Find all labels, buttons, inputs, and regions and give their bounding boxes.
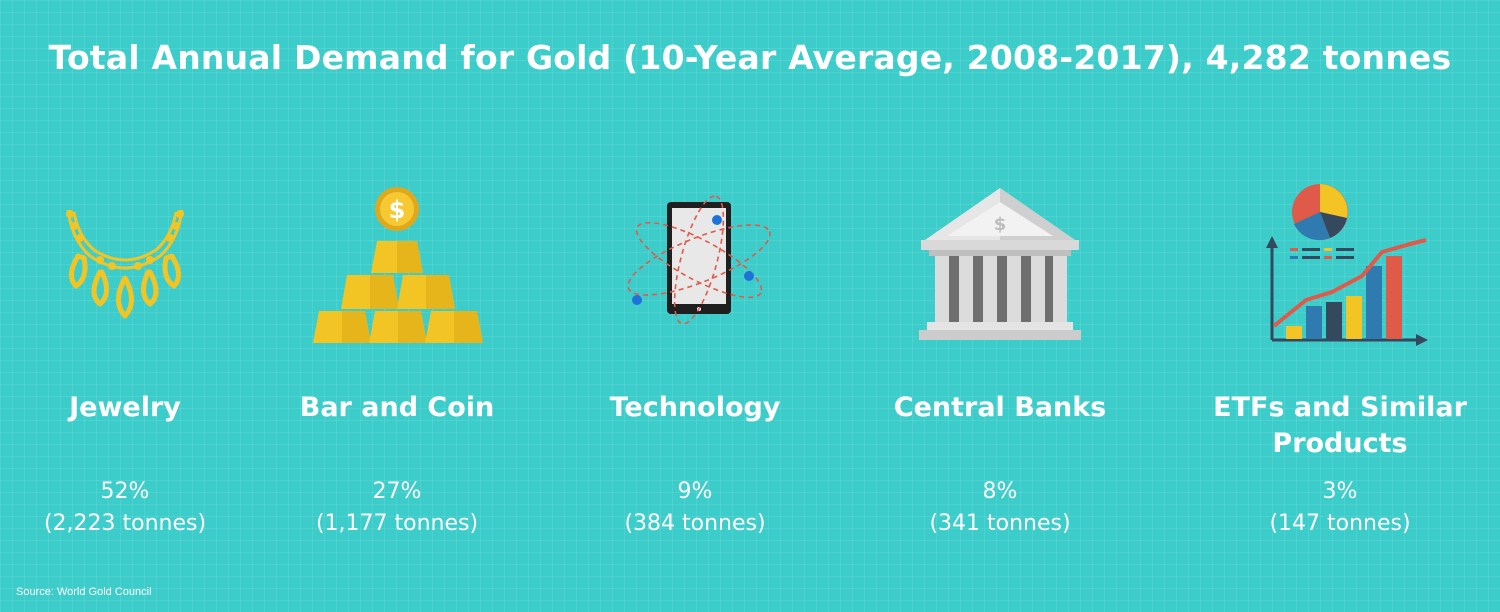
category-technology: Technology 9% (384 tonnes) [545,170,845,560]
category-tonnes: (384 tonnes) [624,511,766,536]
category-percent: 8% [982,479,1018,504]
category-tonnes: (2,223 tonnes) [43,511,207,536]
gold-bars-icon: $ [247,170,547,360]
category-value: 8% (341 tonnes) [850,476,1150,540]
category-value: 52% (2,223 tonnes) [0,476,275,540]
category-value: 27% (1,177 tonnes) [247,476,547,540]
category-percent: 3% [1322,479,1358,504]
category-central-banks: $ Central Banks [850,170,1150,560]
category-jewelry: Jewelry 52% (2,223 tonnes) [0,170,275,560]
category-percent: 9% [677,479,713,504]
category-label: Technology [609,392,781,423]
category-label: ETFs and Similar Products [1213,392,1467,459]
tablet-atom-icon [545,170,845,360]
bank-building-icon: $ [850,170,1150,360]
category-bar-and-coin: $ Bar and Coin 27% (1,177 tonnes) [247,170,547,560]
growth-chart-icon [1190,170,1490,360]
svg-text:$: $ [994,214,1007,235]
category-percent: 27% [372,479,422,504]
category-percent: 52% [100,479,150,504]
necklace-icon [0,170,275,360]
category-value: 3% (147 tonnes) [1190,476,1490,540]
category-label: Jewelry [69,392,181,423]
svg-text:$: $ [389,196,406,224]
category-label: Bar and Coin [299,392,495,423]
category-tonnes: (341 tonnes) [929,511,1071,536]
category-tonnes: (1,177 tonnes) [315,511,479,536]
category-etfs: ETFs and Similar Products 3% (147 tonnes… [1190,170,1490,560]
category-tonnes: (147 tonnes) [1269,511,1411,536]
category-label: Central Banks [893,392,1107,423]
category-value: 9% (384 tonnes) [545,476,845,540]
page-title: Total Annual Demand for Gold (10-Year Av… [48,38,1452,77]
source-note: Source: World Gold Council [16,586,152,598]
